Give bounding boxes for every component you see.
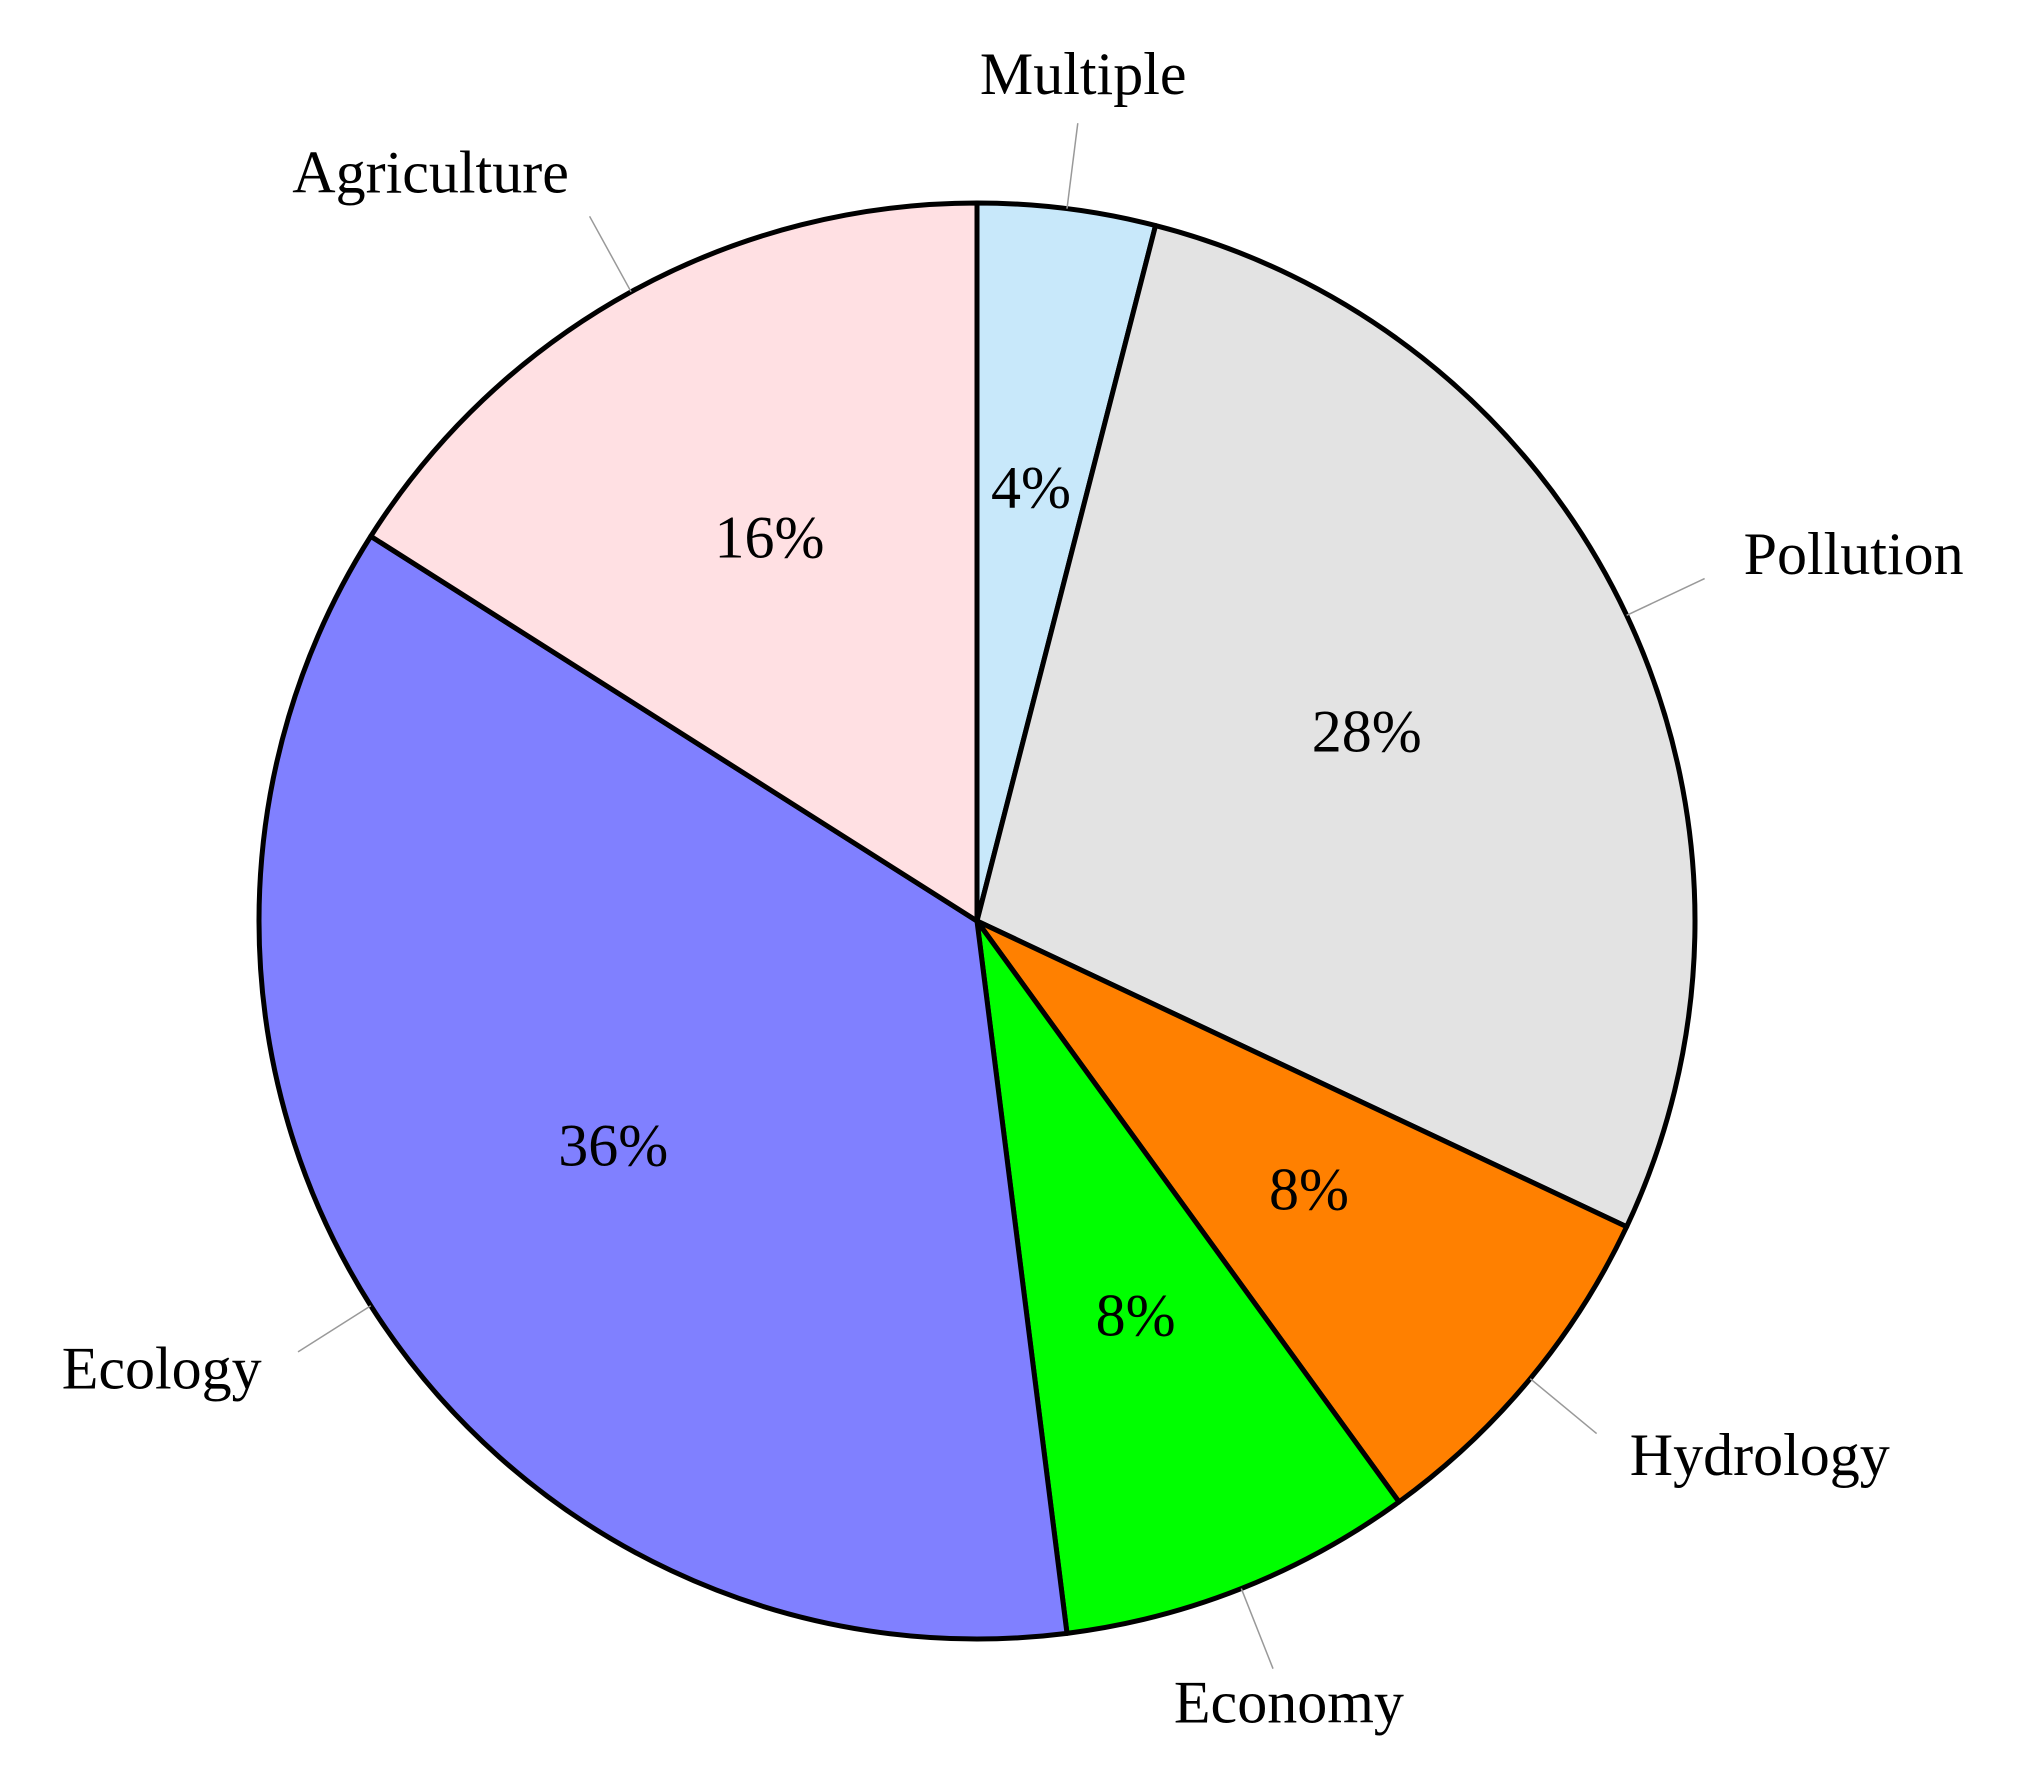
leader-line [1626, 577, 1705, 616]
leader-line [588, 215, 632, 293]
pie-slice [256, 533, 1070, 1642]
leader-line [1529, 1378, 1598, 1435]
value-label: 8% [1269, 1156, 1349, 1222]
category-label: Multiple [980, 41, 1187, 107]
category-label: Economy [1174, 1670, 1404, 1736]
leader-line [1066, 123, 1079, 209]
pie-slice [368, 200, 980, 924]
pie-slice [974, 918, 1630, 1505]
pie-slice [974, 223, 1698, 1230]
value-label: 8% [1096, 1282, 1176, 1348]
leader-line [1240, 1588, 1274, 1669]
category-label: Pollution [1744, 521, 1964, 587]
value-label: 4% [991, 454, 1071, 520]
value-label: 16% [714, 504, 824, 570]
category-label: Hydrology [1630, 1422, 1890, 1488]
leader-line [297, 1305, 372, 1353]
value-label: 28% [1312, 698, 1422, 764]
value-label: 36% [558, 1113, 668, 1179]
category-label: Agriculture [292, 139, 569, 205]
pie-slice [974, 918, 1402, 1636]
category-label: Ecology [62, 1336, 262, 1402]
